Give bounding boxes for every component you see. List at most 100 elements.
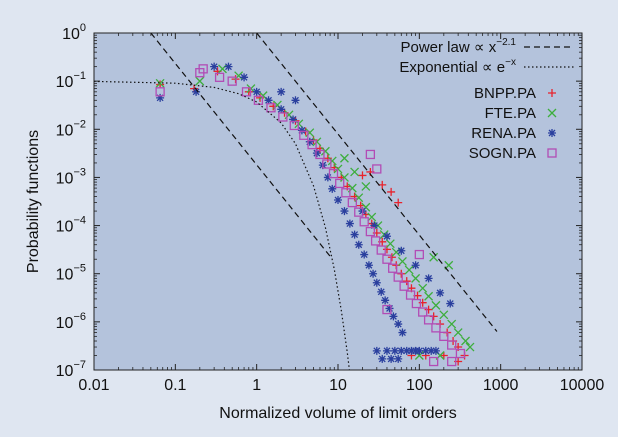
data-point <box>369 269 378 278</box>
data-point <box>421 346 430 355</box>
data-point <box>339 172 349 182</box>
data-point <box>333 164 343 174</box>
data-point <box>385 239 395 249</box>
data-point <box>372 278 381 287</box>
data-point <box>381 296 390 305</box>
x-tick-label: 10 <box>329 377 347 394</box>
data-point <box>198 64 208 74</box>
data-point <box>388 263 398 273</box>
data-point <box>291 96 300 105</box>
data-point <box>224 62 233 71</box>
y-tick-label: 10−1 <box>56 70 86 91</box>
data-point <box>431 300 441 310</box>
data-point <box>305 137 314 146</box>
data-point <box>447 319 457 329</box>
data-point <box>297 126 306 135</box>
legend-label: Exponential ∝ e−x <box>399 57 516 76</box>
data-point <box>439 331 449 341</box>
legend-label: RENA.PA <box>471 125 536 142</box>
data-point <box>385 304 394 313</box>
data-point <box>335 178 345 189</box>
data-point <box>393 272 403 282</box>
exponential-curve <box>94 80 350 370</box>
data-point <box>394 320 403 329</box>
data-point <box>192 87 201 96</box>
data-point <box>365 226 376 237</box>
data-point <box>227 76 237 86</box>
data-point <box>407 346 416 355</box>
data-point <box>305 128 315 138</box>
data-point <box>399 281 409 291</box>
data-layer <box>155 62 475 367</box>
data-point <box>439 310 449 320</box>
y-tick-label: 10−2 <box>56 118 86 139</box>
data-point <box>424 291 434 301</box>
data-point <box>429 356 439 367</box>
data-point <box>429 252 439 262</box>
data-point <box>334 195 342 204</box>
data-point <box>339 153 349 163</box>
data-point <box>155 87 165 97</box>
data-point <box>382 254 392 264</box>
data-point <box>345 219 354 228</box>
data-point <box>359 217 369 227</box>
x-axis-label: Normalized volume of limit orders <box>219 405 456 422</box>
x-tick-label: 1000 <box>483 377 519 394</box>
data-point <box>405 290 416 300</box>
x-tick-label: 1 <box>252 377 261 394</box>
data-point <box>367 212 377 222</box>
data-point <box>446 299 455 308</box>
data-point <box>253 95 264 105</box>
data-point <box>390 346 399 355</box>
data-point <box>447 356 457 367</box>
data-point <box>411 273 421 283</box>
x-tick-label: 0.1 <box>164 377 186 394</box>
data-point <box>341 188 351 198</box>
data-point <box>439 351 448 360</box>
legend-label: FTE.PA <box>485 105 536 122</box>
data-point <box>354 207 364 217</box>
data-point <box>358 171 367 180</box>
legend-label: Power law ∝ x−2.1 <box>401 37 517 56</box>
data-point <box>436 288 445 297</box>
data-point <box>289 115 298 124</box>
data-point <box>210 62 219 71</box>
data-point <box>361 181 371 191</box>
data-point <box>278 112 288 122</box>
x-tick-label: 0.01 <box>78 377 109 394</box>
data-point <box>354 240 363 249</box>
data-point <box>398 328 407 337</box>
data-point <box>244 87 253 96</box>
legend-marker <box>548 89 556 97</box>
data-point <box>377 287 386 296</box>
data-point <box>365 149 376 160</box>
data-point <box>431 323 441 333</box>
data-point <box>289 120 299 131</box>
data-point <box>418 307 428 317</box>
y-tick-label: 100 <box>62 22 86 43</box>
data-point <box>411 261 420 270</box>
data-point <box>418 283 428 293</box>
data-point <box>264 96 273 105</box>
data-point <box>312 149 321 158</box>
data-point <box>312 137 322 147</box>
data-point <box>465 342 475 352</box>
data-point <box>404 265 414 275</box>
power-law-line <box>150 33 331 257</box>
data-point <box>322 159 332 169</box>
data-point <box>320 146 330 156</box>
data-point <box>397 346 406 355</box>
data-point <box>156 93 165 102</box>
y-axis-label: Probability functions <box>25 130 42 273</box>
data-point <box>364 261 373 270</box>
data-point <box>370 221 379 230</box>
data-point <box>387 354 396 363</box>
data-point <box>241 87 252 97</box>
data-point <box>327 156 337 166</box>
legend-marker <box>547 148 557 158</box>
data-point <box>370 236 381 246</box>
axes: 0.01 0.1 1 10 100 1000 10000 10−7 10−6 10−5 10−4 10… <box>56 22 605 394</box>
data-point <box>455 348 466 359</box>
